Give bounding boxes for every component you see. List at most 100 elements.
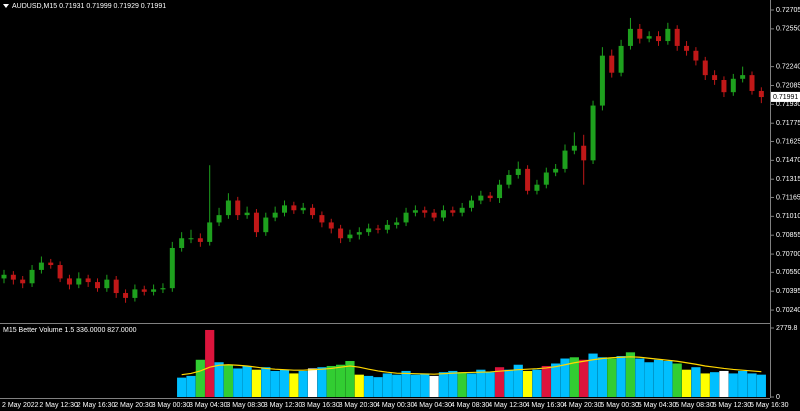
volume-bar [728, 373, 738, 397]
volume-bar [747, 373, 757, 397]
candle-body [534, 184, 540, 191]
volume-bar [373, 377, 383, 397]
candle-body [197, 238, 203, 242]
candle-body [263, 217, 269, 233]
volume-bar [494, 367, 505, 397]
candle-body [627, 28, 633, 46]
x-tick-label: 2 May 2022 [2, 402, 39, 409]
volume-bar [466, 373, 477, 397]
candle-body [123, 293, 129, 298]
candle-body [506, 174, 512, 185]
candle-body [235, 200, 241, 216]
volume-bar [523, 370, 533, 397]
volume-bar [392, 374, 402, 397]
candle-body [515, 168, 521, 175]
volume-bar [279, 369, 290, 397]
volume-bar [251, 369, 262, 397]
candle-body [562, 150, 568, 169]
candle-body [487, 195, 493, 199]
volume-bar [233, 368, 243, 397]
candle-body [394, 222, 400, 225]
candle-body [590, 105, 596, 161]
candle-body [469, 200, 474, 208]
volume-bar [420, 373, 430, 397]
candle-body [169, 247, 175, 289]
volume-bar [410, 374, 420, 397]
candle-body [253, 212, 259, 233]
candle-body [38, 262, 44, 270]
volume-bar [644, 362, 654, 397]
candle-body [1, 274, 7, 279]
candle-body [375, 228, 381, 230]
candle-body [730, 78, 736, 93]
x-tick-label: 2 May 16:30 [77, 402, 116, 409]
candle-body [366, 228, 372, 233]
volume-bar [485, 372, 495, 397]
x-tick-label: 3 May 08:30 [226, 402, 265, 409]
candle-body [66, 278, 72, 285]
volume-bar [261, 367, 271, 397]
volume-bar [270, 370, 280, 397]
candle-body [749, 75, 755, 91]
candle-body [328, 222, 334, 229]
volume-bar [448, 370, 458, 397]
volume-bar [672, 363, 682, 397]
y-tick-label: 0.71930 [776, 101, 800, 108]
volume-bar [223, 364, 233, 397]
volume-bar [513, 364, 523, 397]
x-tick-label: 5 May 00:30 [600, 402, 639, 409]
candle-body [160, 288, 166, 290]
volume-bar [597, 357, 607, 397]
candle-body [543, 172, 549, 185]
candle-body [291, 205, 297, 211]
last-price-label: 0.71991 [773, 94, 798, 101]
volume-bar [607, 358, 617, 397]
y-tick-label: 0.71010 [776, 213, 800, 220]
volume-bar [504, 369, 514, 397]
volume-bar [336, 364, 346, 397]
y-tick-label: 0.70700 [776, 251, 800, 258]
y-tick-label: 2779.8 [776, 325, 798, 332]
volume-bar [289, 373, 299, 397]
candle-body [310, 207, 316, 216]
volume-bar [663, 361, 673, 397]
volume-bar [681, 369, 692, 397]
volume-bar [569, 357, 579, 397]
candle-body [712, 75, 718, 81]
x-tick-label: 4 May 16:30 [526, 402, 565, 409]
candle-body [356, 232, 362, 235]
candle-body [76, 278, 82, 285]
candle-body [104, 279, 110, 289]
volume-bar [205, 329, 215, 397]
candle-body [478, 195, 484, 201]
volume-bar [382, 373, 392, 397]
volume-bar [457, 372, 467, 397]
candle-body [403, 212, 409, 223]
y-tick-label: 0.72240 [776, 63, 800, 70]
candle-body [141, 289, 147, 292]
candle-body [244, 212, 250, 216]
volume-bar [588, 353, 598, 397]
y-tick-label: 0 [776, 394, 780, 401]
candle-body [113, 279, 119, 294]
candle-body [581, 145, 587, 161]
candle-body [188, 238, 194, 240]
volume-average [181, 356, 762, 376]
volume-bar [429, 375, 439, 397]
volume-bar [186, 375, 196, 397]
candle-body [758, 90, 764, 98]
x-tick-label: 4 May 04:30 [413, 402, 452, 409]
x-tick-label: 5 May 04:30 [638, 402, 677, 409]
volume-bar [700, 373, 710, 397]
menu-arrow[interactable] [3, 4, 9, 8]
x-tick-label: 4 May 08:30 [451, 402, 490, 409]
x-tick-label: 2 May 12:30 [39, 402, 78, 409]
volume-bar [579, 359, 589, 397]
x-tick-label: 4 May 20:30 [563, 402, 602, 409]
x-tick-label: 3 May 12:30 [264, 402, 303, 409]
volume-bar [616, 356, 626, 397]
volume-bar [438, 372, 449, 397]
candle-body [29, 269, 35, 284]
